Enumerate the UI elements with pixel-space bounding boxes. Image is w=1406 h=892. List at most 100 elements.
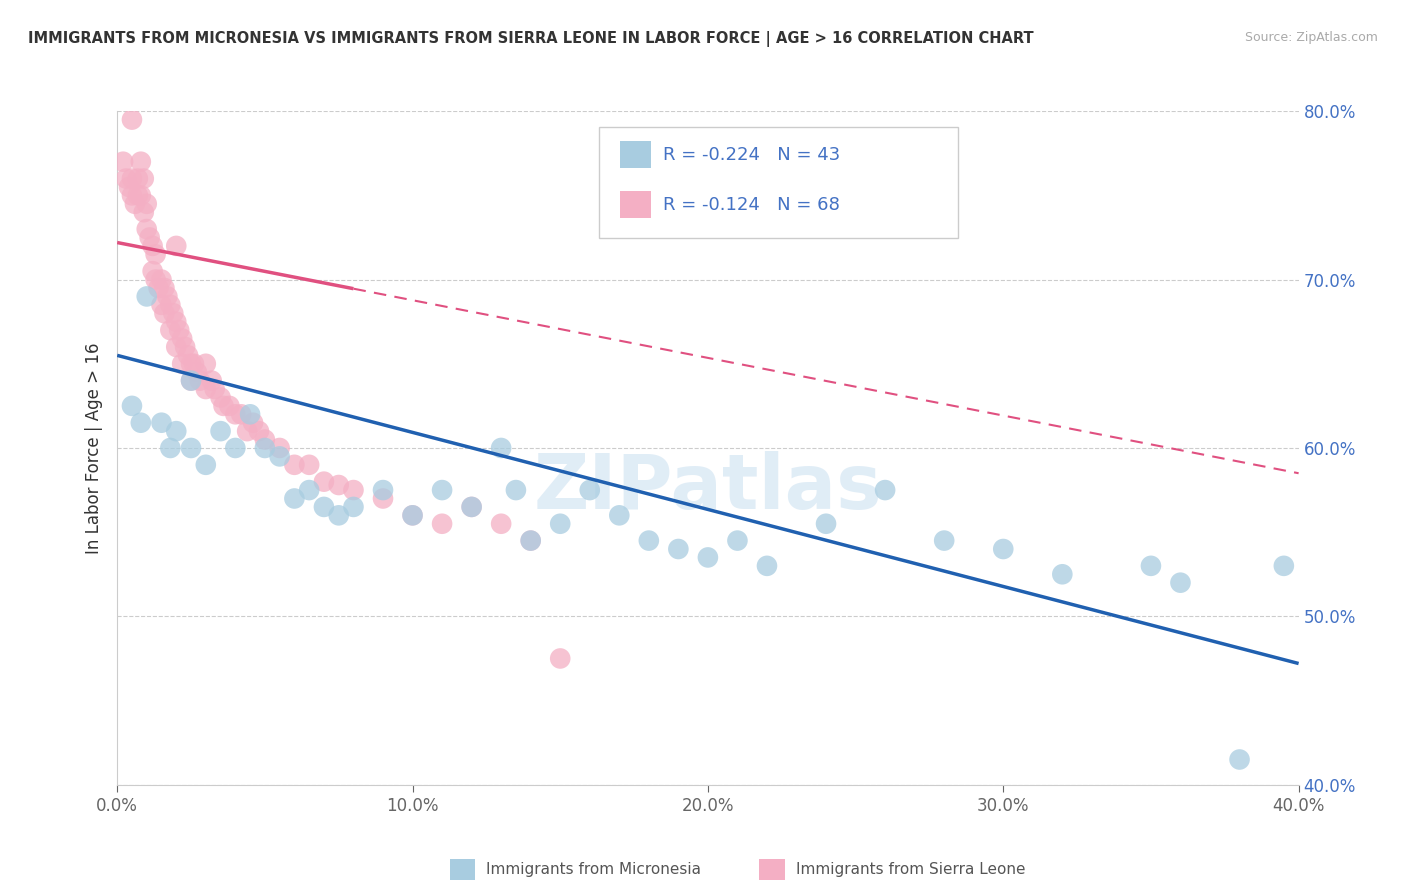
Point <box>815 516 838 531</box>
Point <box>204 382 226 396</box>
Point <box>371 483 394 497</box>
Point <box>247 424 270 438</box>
Point <box>548 651 571 665</box>
Point <box>209 424 232 438</box>
Point <box>342 500 364 514</box>
Point <box>150 272 173 286</box>
Point <box>159 441 181 455</box>
Point <box>212 399 235 413</box>
Point <box>253 441 276 455</box>
Point <box>312 475 335 489</box>
Point <box>167 323 190 337</box>
Point <box>174 340 197 354</box>
Point <box>460 500 482 514</box>
Point <box>180 357 202 371</box>
Point <box>148 281 170 295</box>
Point <box>519 533 541 548</box>
Point <box>156 289 179 303</box>
Point <box>118 180 141 194</box>
Point <box>127 188 149 202</box>
Point <box>121 188 143 202</box>
Point <box>1170 575 1192 590</box>
Point <box>135 222 157 236</box>
Point <box>283 458 305 472</box>
Point <box>112 154 135 169</box>
Point <box>183 357 205 371</box>
Point <box>253 433 276 447</box>
Point <box>145 247 167 261</box>
Point <box>224 407 246 421</box>
Point <box>312 500 335 514</box>
Point <box>129 416 152 430</box>
Point <box>1229 752 1251 766</box>
Point <box>135 289 157 303</box>
Point <box>224 441 246 455</box>
Point <box>165 315 187 329</box>
Point <box>489 516 512 531</box>
Point <box>201 374 224 388</box>
Point <box>231 407 253 421</box>
Text: IMMIGRANTS FROM MICRONESIA VS IMMIGRANTS FROM SIERRA LEONE IN LABOR FORCE | AGE : IMMIGRANTS FROM MICRONESIA VS IMMIGRANTS… <box>28 31 1033 47</box>
Point <box>519 533 541 548</box>
Point <box>218 399 240 413</box>
Point <box>696 550 718 565</box>
Point <box>239 407 262 421</box>
Text: Immigrants from Sierra Leone: Immigrants from Sierra Leone <box>796 863 1025 877</box>
Point <box>755 558 778 573</box>
Point <box>127 171 149 186</box>
Point <box>505 483 527 497</box>
Point <box>371 491 394 506</box>
Point <box>548 516 571 531</box>
Point <box>194 357 217 371</box>
Point <box>993 541 1015 556</box>
Point <box>159 298 181 312</box>
Point <box>186 365 208 379</box>
Point <box>236 424 259 438</box>
Point <box>209 391 232 405</box>
Point <box>153 306 176 320</box>
Point <box>725 533 748 548</box>
Point <box>607 508 630 523</box>
Point <box>132 171 155 186</box>
Point <box>430 516 453 531</box>
Point <box>142 264 165 278</box>
Text: R = -0.124   N = 68: R = -0.124 N = 68 <box>662 195 839 213</box>
Point <box>172 357 194 371</box>
Point <box>145 272 167 286</box>
Point <box>129 188 152 202</box>
Point <box>269 450 291 464</box>
Point <box>242 416 264 430</box>
Point <box>124 196 146 211</box>
Point <box>162 306 184 320</box>
Text: Immigrants from Micronesia: Immigrants from Micronesia <box>486 863 702 877</box>
Point <box>138 230 160 244</box>
Text: R = -0.224   N = 43: R = -0.224 N = 43 <box>662 145 839 163</box>
Point <box>129 154 152 169</box>
Point <box>121 171 143 186</box>
Point <box>180 374 202 388</box>
Point <box>194 382 217 396</box>
Point <box>328 478 350 492</box>
Point <box>489 441 512 455</box>
Point <box>150 416 173 430</box>
Point <box>188 374 211 388</box>
Point <box>460 500 482 514</box>
Point <box>159 323 181 337</box>
Point <box>298 483 321 497</box>
Point <box>165 239 187 253</box>
Text: Source: ZipAtlas.com: Source: ZipAtlas.com <box>1244 31 1378 45</box>
Point <box>401 508 423 523</box>
Point <box>283 491 305 506</box>
Point <box>142 239 165 253</box>
Point <box>121 112 143 127</box>
Point <box>172 332 194 346</box>
Point <box>180 374 202 388</box>
Point <box>875 483 897 497</box>
Point <box>637 533 659 548</box>
Point <box>1052 567 1074 582</box>
Point <box>269 441 291 455</box>
Point <box>150 298 173 312</box>
Point <box>1272 558 1295 573</box>
Point <box>177 348 200 362</box>
Point <box>1140 558 1163 573</box>
